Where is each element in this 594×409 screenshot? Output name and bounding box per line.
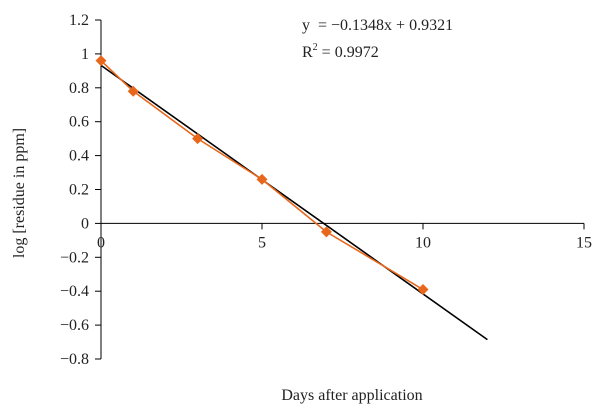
x-axis-label: Days after application bbox=[281, 387, 422, 404]
data-point bbox=[95, 55, 107, 67]
x-tick-label: 0 bbox=[97, 234, 105, 251]
y-tick-label: 1.2 bbox=[69, 12, 89, 29]
x-tick-label: 10 bbox=[415, 234, 431, 251]
y-tick-label: 1 bbox=[81, 46, 89, 63]
y-tick-label: 0.8 bbox=[69, 80, 89, 97]
y-axis-label: log [residue in ppm] bbox=[11, 128, 28, 258]
data-point bbox=[192, 133, 204, 145]
r-squared-label: R2 = 0.9972 bbox=[302, 42, 379, 61]
y-tick-label: −0.8 bbox=[60, 351, 89, 368]
data-point bbox=[320, 226, 332, 238]
x-tick-label: 15 bbox=[576, 234, 592, 251]
r-squared-value: = 0.9972 bbox=[318, 44, 379, 61]
trend-line bbox=[100, 64, 488, 341]
data-points bbox=[95, 55, 429, 296]
y-tick-labels: 1.2 1 0.8 0.6 0.4 0.2 0 −0.2 −0.4 −0.6 −0.8 bbox=[60, 12, 89, 368]
trendline-equation: y = −0.1348x + 0.9321 bbox=[302, 17, 453, 34]
y-tick-label: 0 bbox=[81, 215, 89, 232]
r-squared-prefix: R bbox=[302, 44, 313, 61]
r-squared-superscript: 2 bbox=[313, 42, 318, 53]
y-tick-label: 0.4 bbox=[69, 148, 89, 165]
x-tick-labels: 0 5 10 15 bbox=[97, 234, 592, 251]
axes bbox=[95, 19, 585, 360]
y-tick-label: 0.6 bbox=[69, 114, 89, 131]
series-line bbox=[100, 60, 424, 291]
y-tick-label: −0.2 bbox=[60, 249, 89, 266]
y-tick-label: −0.4 bbox=[60, 283, 89, 300]
data-point bbox=[417, 284, 429, 296]
y-tick-label: −0.6 bbox=[60, 317, 89, 334]
y-tick-label: 0.2 bbox=[69, 182, 89, 199]
data-point bbox=[256, 173, 268, 185]
x-tick-label: 5 bbox=[258, 234, 266, 251]
data-point bbox=[127, 85, 139, 97]
